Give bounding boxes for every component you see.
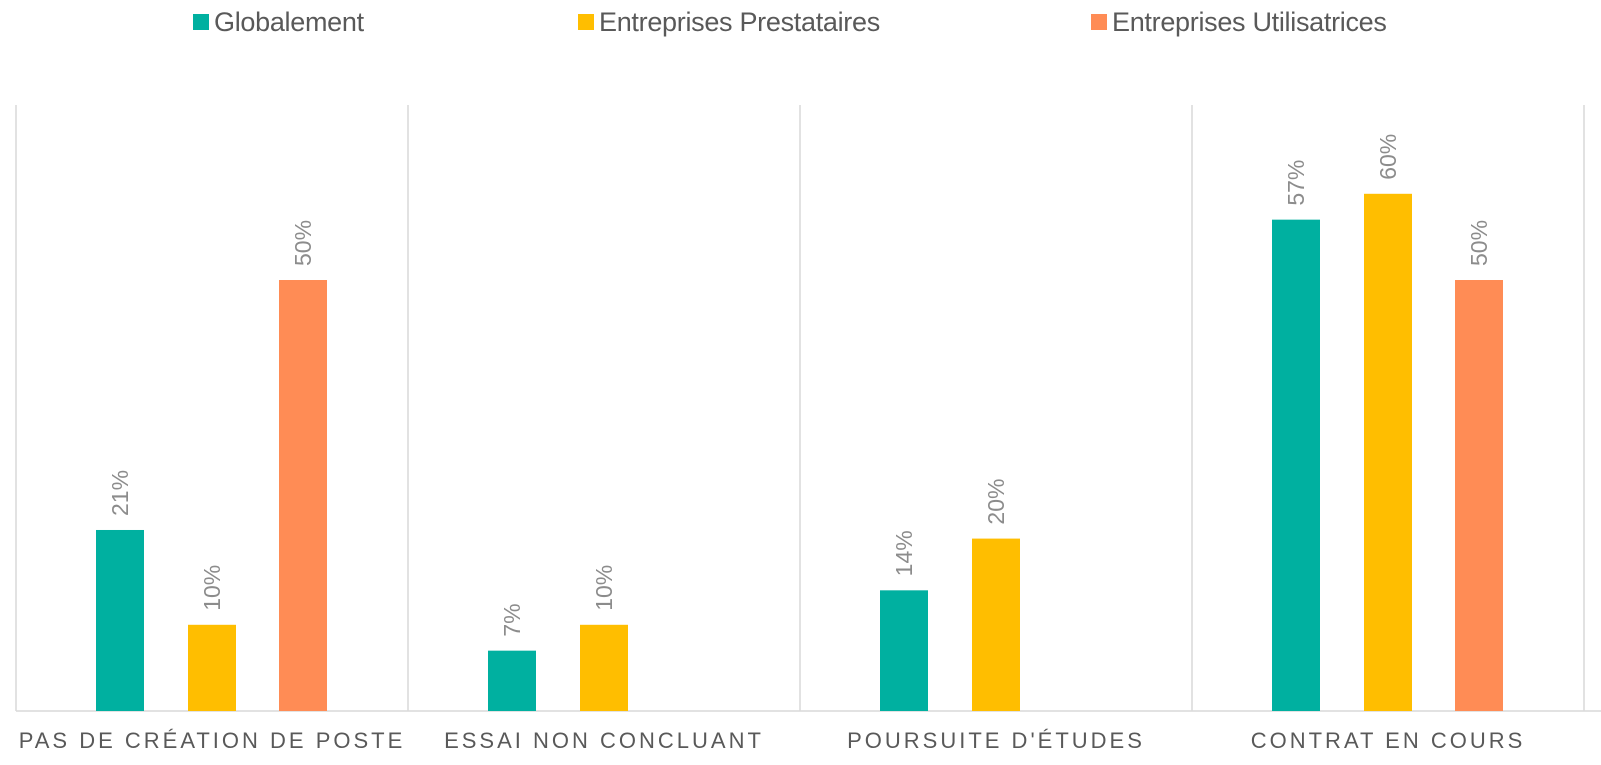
category-label-contrat-en-cours: CONTRAT EN COURS — [1251, 728, 1526, 753]
bar-poursuite-d-etudes-globalement — [880, 590, 928, 711]
legend-item-entreprises-prestataires: Entreprises Prestataires — [578, 2, 880, 42]
bar-contrat-en-cours-entreprises-prestataires — [1364, 193, 1412, 712]
legend-swatch — [578, 14, 594, 30]
data-label-contrat-en-cours-entreprises-utilisatrices: 50% — [1466, 220, 1492, 266]
data-label-pas-de-creation-de-poste-entreprises-prestataires: 10% — [199, 565, 225, 611]
data-label-poursuite-d-etudes-entreprises-prestataires: 20% — [983, 479, 1009, 525]
legend-swatch — [193, 14, 209, 30]
category-label-poursuite-d-etudes: POURSUITE D'ÉTUDES — [847, 728, 1145, 753]
bar-essai-non-concluant-entreprises-prestataires — [580, 624, 628, 711]
category-label-pas-de-creation-de-poste: PAS DE CRÉATION DE POSTE — [19, 728, 406, 753]
legend-label: Globalement — [214, 6, 364, 37]
data-label-contrat-en-cours-entreprises-prestataires: 60% — [1375, 134, 1401, 180]
data-label-pas-de-creation-de-poste-entreprises-utilisatrices: 50% — [290, 220, 316, 266]
bar-pas-de-creation-de-poste-entreprises-prestataires — [188, 624, 236, 711]
bar-contrat-en-cours-globalement — [1272, 219, 1320, 711]
bar-pas-de-creation-de-poste-entreprises-utilisatrices — [279, 280, 327, 711]
legend-item-globalement: Globalement — [193, 2, 364, 42]
legend-swatch — [1091, 14, 1107, 30]
category-label-essai-non-concluant: ESSAI NON CONCLUANT — [444, 728, 764, 753]
data-label-pas-de-creation-de-poste-globalement: 21% — [107, 470, 133, 516]
data-label-poursuite-d-etudes-globalement: 14% — [891, 530, 917, 576]
bar-pas-de-creation-de-poste-globalement — [96, 529, 144, 711]
data-label-essai-non-concluant-globalement: 7% — [499, 603, 525, 636]
bar-contrat-en-cours-entreprises-utilisatrices — [1455, 280, 1503, 711]
bar-poursuite-d-etudes-entreprises-prestataires — [972, 538, 1020, 711]
bar-essai-non-concluant-globalement — [488, 650, 536, 711]
chart-legend: Globalement Entreprises Prestataires Entre… — [0, 2, 1601, 42]
data-label-contrat-en-cours-globalement: 57% — [1283, 160, 1309, 206]
data-label-essai-non-concluant-entreprises-prestataires: 10% — [591, 565, 617, 611]
legend-label: Entreprises Utilisatrices — [1112, 6, 1387, 37]
legend-item-entreprises-utilisatrices: Entreprises Utilisatrices — [1091, 2, 1387, 42]
legend-label: Entreprises Prestataires — [599, 6, 880, 37]
